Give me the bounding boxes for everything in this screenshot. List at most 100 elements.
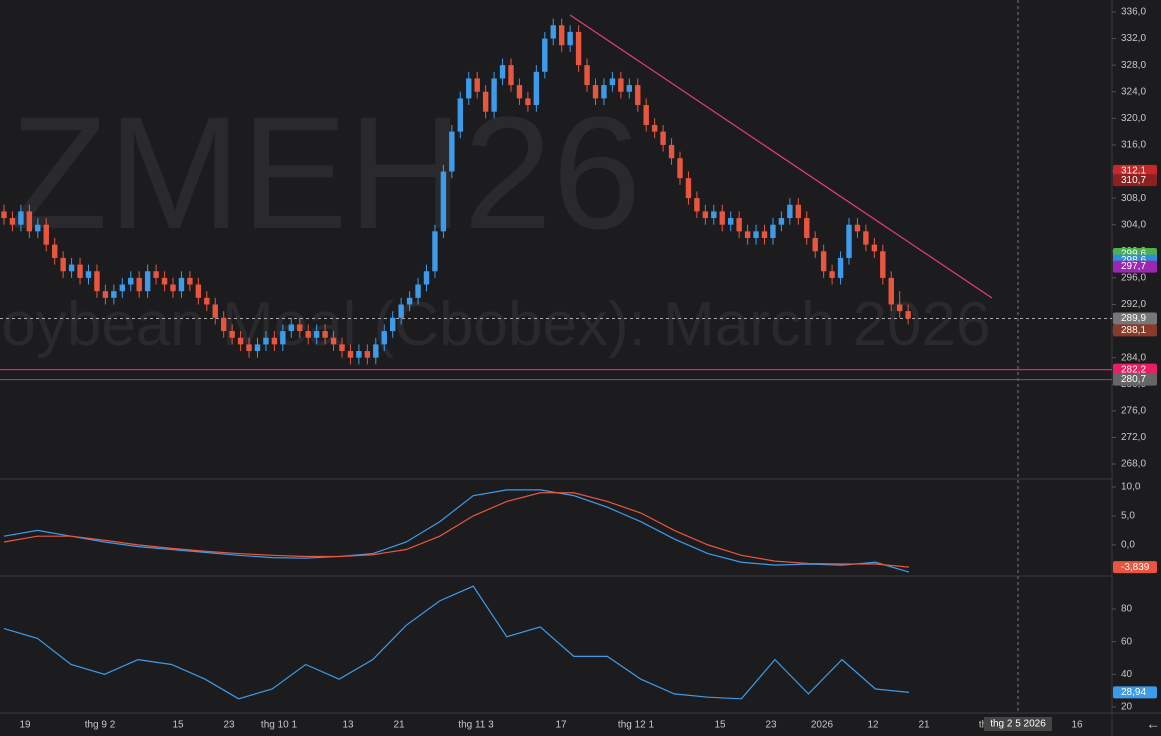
- candle-body: [77, 264, 83, 278]
- candle-body: [525, 98, 531, 106]
- candle-body: [246, 344, 252, 352]
- y-tick-label: 296,0: [1121, 273, 1146, 284]
- candle-body: [178, 277, 185, 292]
- indicator-line: [3, 492, 910, 568]
- price-label-bg: [1113, 363, 1157, 376]
- candle-body: [356, 351, 362, 358]
- candle-body: [888, 277, 894, 305]
- y-tick-label: 316,0: [1121, 140, 1146, 151]
- y-tick-label: 332,0: [1121, 33, 1146, 44]
- watermark-name: Soybean Meal (Cbobex): March 2026: [0, 290, 990, 359]
- candle-body: [415, 284, 421, 298]
- candle-body: [474, 78, 480, 92]
- candle-body: [905, 311, 911, 319]
- candle-body: [897, 304, 903, 312]
- candle-body: [144, 271, 151, 292]
- candle-body: [601, 85, 607, 99]
- candle-body: [880, 251, 886, 278]
- candle-body: [592, 85, 599, 99]
- candle-body: [643, 105, 649, 125]
- scroll-button[interactable]: ←: [1146, 716, 1160, 732]
- price-label: 297,7: [1121, 261, 1146, 272]
- candle-body: [347, 351, 354, 358]
- candle-body: [432, 231, 438, 272]
- candle-body: [499, 65, 506, 79]
- x-tick-label: 15: [172, 720, 184, 731]
- candle-body: [381, 331, 387, 345]
- y-tick-label: 40: [1121, 669, 1133, 680]
- candle-body: [153, 271, 159, 278]
- candle-body: [330, 337, 337, 345]
- candle-body: [9, 218, 16, 225]
- x-tick-label: 19: [19, 720, 31, 731]
- y-tick-label: 5,0: [1121, 511, 1135, 522]
- candle-body: [575, 31, 582, 66]
- price-label: 299,6: [1121, 249, 1146, 260]
- candle-body: [728, 218, 734, 225]
- y-tick-label: 10,0: [1121, 482, 1141, 493]
- x-tick-label: 17: [555, 720, 567, 731]
- candle-body: [457, 98, 463, 132]
- x-tick-label: 13: [342, 720, 354, 731]
- candle-body: [837, 257, 844, 278]
- candle-body: [390, 317, 396, 332]
- candle-body: [221, 317, 227, 332]
- trend-line[interactable]: [569, 14, 993, 299]
- candle-body: [406, 297, 413, 305]
- y-tick-label: 60: [1121, 636, 1133, 647]
- candle-body: [508, 65, 514, 86]
- x-tick-label: thg 10 1: [261, 720, 298, 731]
- price-label-bg: [1113, 373, 1157, 386]
- candle-body: [398, 304, 404, 318]
- candle-body: [711, 211, 717, 219]
- indicator-line: [3, 585, 910, 700]
- x-tick-label: thg 11 3: [458, 720, 494, 731]
- price-label-bg: [1113, 164, 1157, 177]
- x-tick-label: 23: [223, 720, 235, 731]
- candle-body: [533, 71, 540, 106]
- candle-body: [229, 331, 235, 338]
- candle-body: [744, 231, 751, 239]
- price-label: 280,7: [1121, 374, 1146, 385]
- candle-body: [322, 331, 328, 338]
- candle-body: [212, 304, 218, 318]
- candle-body: [778, 218, 785, 225]
- price-label: 288,1: [1121, 325, 1146, 336]
- candle-body: [820, 251, 827, 272]
- candle-body: [567, 31, 573, 46]
- x-tick-label: thg 9 2: [85, 720, 116, 731]
- candle-body: [280, 331, 286, 345]
- candle-body: [195, 284, 202, 298]
- candle-body: [187, 277, 193, 285]
- candle-body: [660, 131, 666, 145]
- y-tick-label: 80: [1121, 604, 1133, 615]
- candle-body: [297, 324, 303, 332]
- candle-body: [482, 91, 489, 112]
- price-label: 289,9: [1121, 313, 1146, 324]
- candle-body: [854, 224, 861, 232]
- indicator-line: [3, 489, 910, 573]
- candle-body: [804, 218, 810, 239]
- candle-body: [339, 344, 345, 352]
- candle-body: [440, 171, 447, 232]
- price-label: 310,7: [1121, 175, 1146, 186]
- candle-body: [102, 291, 109, 298]
- candle-body: [119, 284, 125, 292]
- y-tick-label: 276,0: [1121, 405, 1146, 416]
- y-tick-label: 284,0: [1121, 352, 1146, 363]
- candle-body: [651, 124, 658, 132]
- candle-body: [871, 244, 878, 252]
- y-tick-label: 292,0: [1121, 299, 1146, 310]
- candle-body: [584, 65, 590, 86]
- candle-body: [305, 331, 311, 338]
- candle-body: [68, 264, 75, 272]
- candle-body: [787, 204, 793, 219]
- candle-body: [170, 284, 176, 292]
- y-tick-label: 304,0: [1121, 219, 1146, 230]
- candle-body: [136, 277, 142, 292]
- candle-body: [43, 224, 49, 245]
- candle-body: [491, 78, 497, 112]
- candle-body: [618, 78, 624, 92]
